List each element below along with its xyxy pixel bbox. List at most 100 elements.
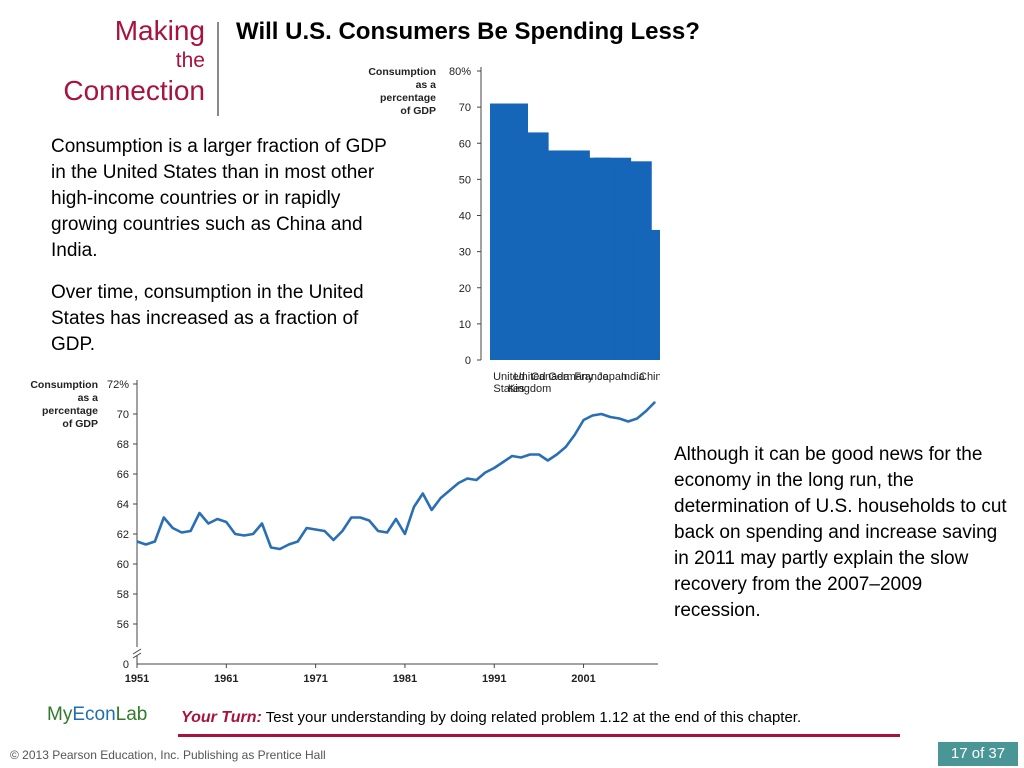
line-point-2002	[591, 414, 594, 417]
paragraph-consumption-over-time: Over time, consumption in the United Sta…	[51, 282, 364, 355]
connection-label: Connection	[63, 75, 205, 106]
line-point-1979	[386, 531, 388, 534]
line-chart-x-tick-label: 1981	[393, 673, 417, 685]
bar-category-label: China	[639, 371, 660, 383]
line-point-1951	[136, 540, 138, 543]
line-point-1991	[493, 467, 495, 469]
line-point-1973	[332, 539, 335, 541]
line-point-1994	[520, 456, 522, 459]
line-chart-y-tick-label: 70	[117, 409, 129, 421]
line-point-1968	[288, 543, 290, 546]
line-point-1983	[422, 492, 424, 495]
line-point-2005	[618, 417, 620, 420]
line-point-1995	[529, 453, 531, 456]
bar-chart-y-tick-label: 0	[465, 355, 471, 367]
line-point-1998	[556, 453, 558, 456]
bar-chart-ylabel-line: as a	[416, 79, 437, 91]
bar-chart-y-tick-label: 20	[459, 283, 471, 295]
bar-chart-ylabel-line: Consumption	[368, 66, 436, 78]
bar-category-label: France	[574, 371, 608, 383]
line-point-2009	[654, 401, 656, 403]
line-chart-y-zero-label: 0	[123, 659, 129, 671]
line-point-1959	[207, 522, 209, 525]
line-point-1981	[404, 533, 406, 535]
your-turn-note: Your Turn: Test your understanding by do…	[181, 709, 801, 727]
making-label: Making	[114, 15, 205, 46]
line-chart-y-tick-label: 56	[117, 619, 129, 631]
line-chart-y-tick-label: 68	[117, 439, 129, 451]
line-point-1962	[234, 533, 236, 535]
line-point-1990	[484, 471, 486, 474]
line-point-1964	[252, 533, 254, 535]
paragraph-recession-note: Although it can be good news for the eco…	[674, 444, 1007, 621]
bar-category-label: Germany	[548, 371, 594, 383]
bar-chart-y-tick-label: 70	[459, 102, 471, 114]
line-point-1987	[457, 482, 460, 484]
line-series-consumption	[136, 401, 656, 551]
logo-lab: Lab	[115, 704, 148, 725]
bar-category-label: India	[621, 371, 646, 383]
bar-category-label: States	[493, 383, 525, 395]
line-chart-axis-break	[132, 648, 142, 659]
line-point-1976	[359, 516, 361, 519]
line-point-1982	[413, 506, 415, 508]
line-chart-y-tick-label: 58	[117, 589, 129, 601]
line-chart-ylabel-line: of GDP	[62, 418, 98, 430]
line-point-1980	[395, 518, 397, 520]
making-the-connection-heading: Making the Connection	[30, 14, 205, 108]
heading-divider	[217, 22, 219, 116]
line-chart-ylabel-line: percentage	[42, 405, 98, 417]
myeconlab-logo: MyEconLab	[47, 704, 147, 726]
line-point-1992	[502, 461, 504, 463]
line-point-1971	[315, 528, 317, 531]
line-point-1958	[198, 512, 201, 514]
line-point-1997	[547, 459, 549, 462]
footer-rule	[178, 734, 900, 737]
line-chart-x-tick-label: 1951	[125, 673, 149, 685]
line-point-1969	[297, 540, 299, 543]
bar-chart-y-tick-label: 30	[459, 247, 471, 259]
line-point-1996	[538, 453, 540, 456]
bar-chart-ylabel-line: of GDP	[400, 105, 436, 117]
your-turn-text: Test your understanding by doing related…	[265, 709, 802, 726]
line-chart-x-tick-label: 1991	[482, 673, 506, 685]
line-point-2001	[583, 419, 585, 421]
line-chart-y-tick-label: 72%	[107, 379, 129, 391]
your-turn-label: Your Turn:	[181, 709, 262, 726]
logo-my: My	[47, 704, 73, 725]
bar-chart-y-tick-label: 80%	[449, 66, 471, 78]
line-point-1965	[261, 522, 263, 525]
line-point-1977	[368, 519, 370, 522]
line-chart-y-tick-label: 62	[117, 529, 129, 541]
page-number-badge: 17 of 37	[938, 742, 1018, 766]
line-chart-x-tick-label: 1961	[214, 673, 238, 685]
line-chart-x-tick-label: 2001	[571, 673, 595, 685]
line-point-1988	[466, 477, 468, 480]
line-point-1960	[216, 518, 218, 520]
line-point-1955	[172, 527, 174, 529]
line-point-1953	[154, 540, 156, 543]
line-point-1986	[449, 489, 451, 492]
line-point-1961	[225, 521, 227, 523]
line-chart-y-tick-label: 66	[117, 469, 129, 481]
line-point-1974	[341, 530, 343, 532]
bar-chart-y-tick-label: 10	[459, 319, 471, 331]
line-point-2007	[636, 417, 638, 420]
line-point-1952	[145, 543, 147, 546]
line-chart-y-tick-label: 64	[117, 499, 129, 511]
bar-chart-y-tick-label: 40	[459, 211, 471, 223]
bar-category-label: United	[493, 371, 525, 383]
line-point-1975	[350, 516, 352, 519]
logo-econ: Econ	[72, 704, 116, 725]
line-point-1966	[270, 546, 272, 549]
bar-category-label: Canada	[531, 371, 570, 383]
bar-7	[634, 229, 660, 360]
line-chart-ylabel-line: Consumption	[30, 379, 98, 391]
bar-chart-y-tick-label: 60	[459, 138, 471, 150]
line-point-1999	[565, 446, 567, 448]
line-point-1984	[431, 509, 433, 511]
slide-title: Will U.S. Consumers Be Spending Less?	[236, 18, 700, 45]
bar-category-label: Kingdom	[508, 383, 551, 395]
